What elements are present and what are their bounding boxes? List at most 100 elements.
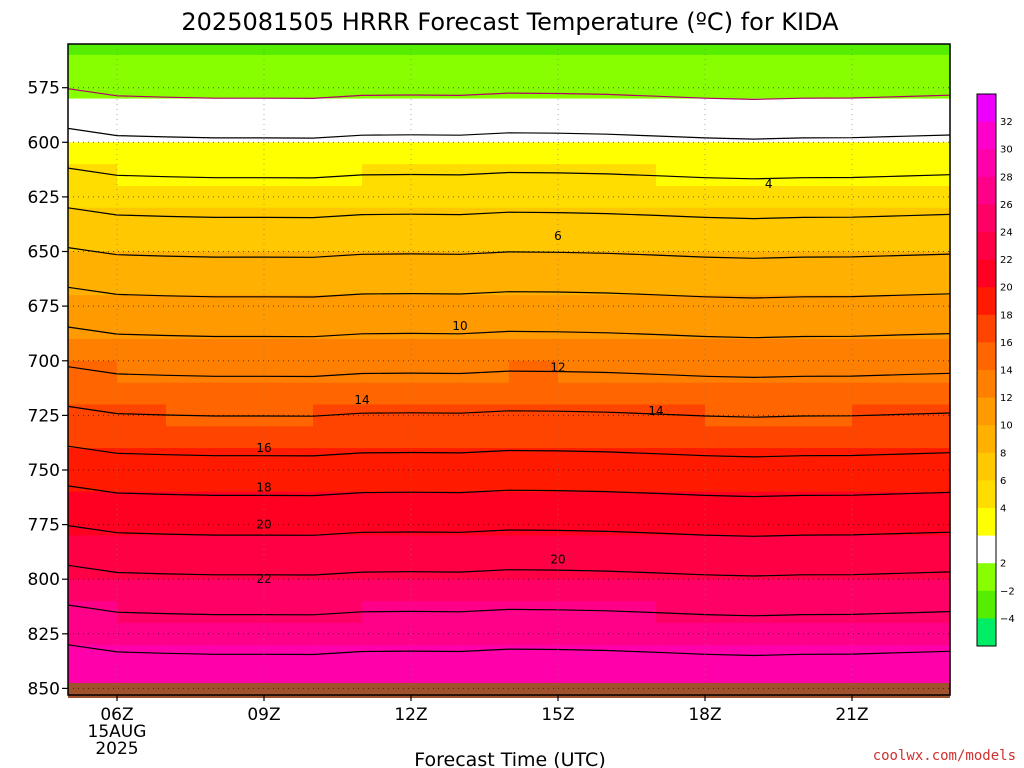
fill-cell [656, 273, 706, 296]
fill-cell [705, 207, 755, 231]
fill-cell [215, 360, 265, 384]
fill-cell [166, 44, 216, 56]
fill-cell [901, 579, 951, 602]
fill-cell [558, 98, 608, 121]
fill-cell [411, 601, 461, 624]
fill-cell [313, 644, 363, 668]
fill-cell [852, 186, 902, 209]
fill-cell [656, 535, 706, 558]
colorbar-swatch [977, 618, 996, 647]
credit-text: coolwx.com/models [873, 748, 1016, 764]
fill-cell [803, 579, 853, 602]
fill-cell [803, 513, 853, 537]
fill-cell [264, 44, 314, 56]
fill-cell [362, 579, 412, 602]
x-tick-label: 09Z [247, 705, 280, 725]
fill-cell [166, 338, 216, 362]
colorbar-swatch [977, 480, 996, 509]
fill-cell [362, 622, 412, 646]
fill-cell [852, 295, 902, 318]
fill-cell [362, 98, 412, 121]
fill-cell [117, 295, 167, 318]
fill-cell [803, 273, 853, 296]
fill-cell [901, 535, 951, 558]
fill-cell [803, 491, 853, 515]
fill-cell [411, 491, 461, 515]
fill-cell [509, 448, 559, 471]
fill-cell [411, 186, 461, 209]
fill-cell [215, 579, 265, 602]
fill-cell [607, 557, 657, 580]
fill-cell [362, 448, 412, 471]
fill-cell [901, 426, 951, 449]
fill-cell [166, 142, 216, 165]
fill-cell [166, 601, 216, 624]
fill-cell [117, 382, 167, 405]
fill-cell [656, 644, 706, 668]
fill-cell [509, 164, 559, 187]
fill-cell [68, 229, 118, 253]
fill-cell [803, 76, 853, 100]
colorbar-swatch [977, 535, 996, 564]
y-tick-label: 650 [28, 243, 60, 263]
fill-cell [264, 207, 314, 231]
fill-cell [460, 426, 510, 449]
fill-cell [607, 579, 657, 602]
fill-cell [852, 338, 902, 362]
colorbar-label: 18 [1000, 310, 1013, 321]
x-tick-label: 06Z [100, 705, 133, 725]
fill-cell [215, 491, 265, 515]
fill-cell [166, 207, 216, 231]
y-tick-label: 775 [28, 516, 60, 536]
colorbar-label: 10 [1000, 421, 1013, 432]
fill-cell [754, 54, 804, 78]
fill-cell [509, 644, 559, 668]
fill-cell [852, 360, 902, 384]
fill-cell [362, 317, 412, 340]
fill-cell [705, 44, 755, 56]
fill-cell [754, 98, 804, 121]
fill-cell [313, 579, 363, 602]
x-tick-label: 12Z [394, 705, 427, 725]
fill-cell [607, 338, 657, 362]
fill-cell [901, 295, 951, 318]
fill-cell [117, 557, 167, 580]
fill-cell [607, 44, 657, 56]
fill-cell [411, 360, 461, 384]
colorbar-label: 26 [1000, 200, 1013, 211]
fill-cell [901, 142, 951, 165]
fill-cell [558, 491, 608, 515]
fill-cell [754, 251, 804, 274]
fill-cell [754, 557, 804, 580]
contour-14 [67, 366, 951, 379]
fill-cell [166, 535, 216, 558]
fill-cell [705, 295, 755, 318]
y-tick-label: 725 [28, 406, 60, 426]
fill-cell [362, 644, 412, 668]
fill-cell [901, 317, 951, 340]
fill-cell [803, 448, 853, 471]
fill-cell [754, 120, 804, 143]
fill-cell [754, 491, 804, 515]
fill-cell [607, 535, 657, 558]
fill-cell [803, 470, 853, 493]
fill-cell [558, 44, 608, 56]
fill-cell [803, 426, 853, 449]
fill-cell [656, 622, 706, 646]
temperature-fills [68, 44, 951, 696]
fill-cell [852, 273, 902, 296]
fill-cell [803, 338, 853, 362]
fill-cell [460, 644, 510, 668]
fill-cell [509, 251, 559, 274]
fill-cell [656, 513, 706, 537]
fill-cell [166, 164, 216, 187]
colorbar-label: 28 [1000, 172, 1013, 183]
fill-cell [803, 295, 853, 318]
fill-cell [117, 186, 167, 209]
fill-cell [264, 557, 314, 580]
fill-cell [705, 317, 755, 340]
fill-cell [656, 317, 706, 340]
fill-cell [901, 644, 951, 668]
colorbar-frame [976, 93, 997, 647]
fill-cell [68, 164, 118, 187]
